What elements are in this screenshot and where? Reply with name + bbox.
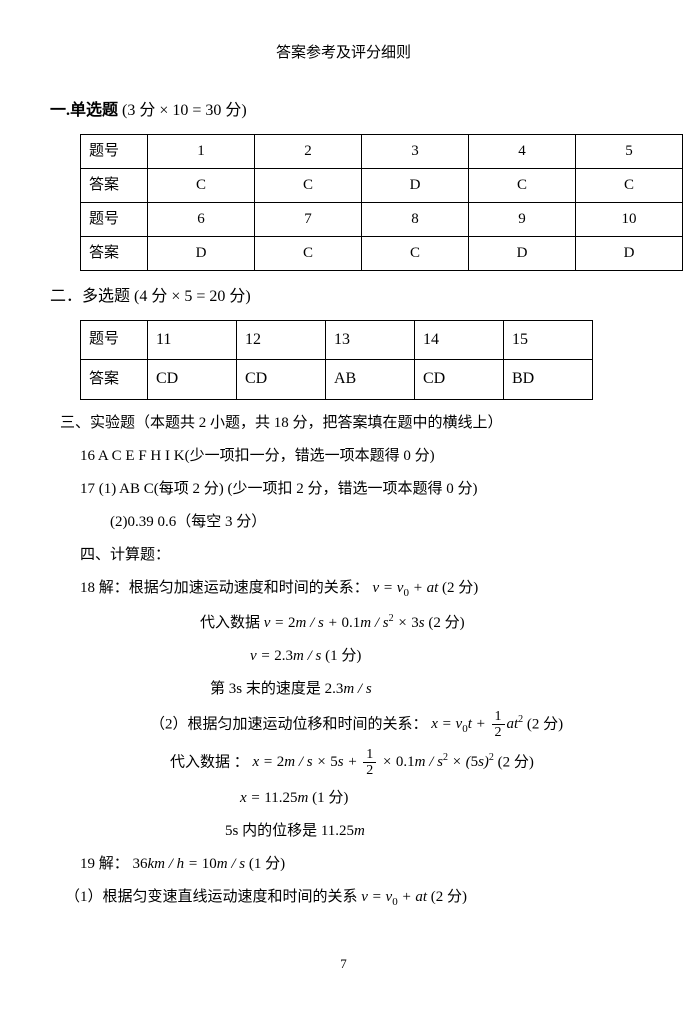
q19b-score: (2 分)	[431, 889, 467, 905]
eq-v-v0-at: v = v0 + at	[373, 580, 439, 596]
cell: AB	[326, 360, 415, 400]
cell: 11	[148, 320, 237, 360]
cell: 9	[469, 202, 576, 236]
q18-line1: 18 解：根据匀加速运动速度和时间的关系： v = v0 + at (2 分)	[80, 575, 637, 604]
eq-x-formula: x = v0t + 12at2	[431, 716, 523, 732]
eq-v-sub: v = 2m / s + 0.1m / s2 × 3s	[264, 615, 425, 631]
page-number: 7	[50, 952, 637, 975]
q18f: 代入数据 ：	[170, 754, 249, 770]
row-label: 答案	[81, 360, 148, 400]
cell: 15	[504, 320, 593, 360]
eq-x-result: x = 11.25m	[240, 790, 308, 806]
row-label: 题号	[81, 202, 148, 236]
eq-v-result: v = 2.3m / s	[250, 648, 321, 664]
cell: 1	[148, 134, 255, 168]
q19a-score: (1 分)	[249, 856, 285, 872]
q18d: 第 3s 末的速度是	[210, 681, 321, 697]
cell: D	[148, 236, 255, 270]
table-row: 答案 CD CD AB CD BD	[81, 360, 593, 400]
row-label: 答案	[81, 236, 148, 270]
cell: CD	[148, 360, 237, 400]
table-single-choice: 题号 1 2 3 4 5 答案 C C D C C 题号 6 7 8 9 10 …	[80, 134, 683, 271]
cell: C	[576, 168, 683, 202]
q18e-score: (2 分)	[527, 716, 563, 732]
q18-line7: x = 11.25m (1 分)	[240, 785, 637, 812]
sec1-heading-bold: 一.单选题	[50, 102, 118, 119]
sec2-heading: 二．多选题 (4 分 × 5 = 20 分)	[50, 283, 637, 312]
q18h: 5s 内的位移是	[225, 823, 317, 839]
q18-line3: v = 2.3m / s (1 分)	[250, 643, 637, 670]
cell: 4	[469, 134, 576, 168]
table-row: 答案 C C D C C	[81, 168, 683, 202]
cell: 2	[255, 134, 362, 168]
q17a: 17 (1) AB C(每项 2 分) (少一项扣 2 分，错选一项本题得 0 …	[80, 476, 637, 503]
q19a: 19 解：	[80, 856, 129, 872]
row-label: 题号	[81, 320, 148, 360]
table-row: 题号 6 7 8 9 10	[81, 202, 683, 236]
q18b-score: (2 分)	[428, 615, 464, 631]
table-row: 题号 11 12 13 14 15	[81, 320, 593, 360]
cell: 13	[326, 320, 415, 360]
eq-x-sub: x = 2m / s × 5s + 12 × 0.1m / s2 × (5s)2	[253, 754, 494, 770]
eq-1125m: 11.25m	[321, 823, 365, 839]
eq-23ms: 2.3m / s	[325, 681, 372, 697]
cell: 6	[148, 202, 255, 236]
sec4-heading: 四、计算题：	[80, 542, 637, 569]
q18-line2: 代入数据 v = 2m / s + 0.1m / s2 × 3s (2 分)	[200, 610, 637, 637]
q18-line6: 代入数据 ： x = 2m / s × 5s + 12 × 0.1m / s2 …	[170, 747, 637, 779]
sec1-heading: 一.单选题 (3 分 × 10 = 30 分)	[50, 97, 637, 126]
cell: 8	[362, 202, 469, 236]
cell: 3	[362, 134, 469, 168]
cell: C	[255, 236, 362, 270]
cell: D	[362, 168, 469, 202]
table-row: 答案 D C C D D	[81, 236, 683, 270]
q18a-pre: 18 解：根据匀加速运动速度和时间的关系：	[80, 580, 369, 596]
q18e: （2）根据匀加速运动位移和时间的关系：	[150, 716, 428, 732]
q17b: (2)0.39 0.6（每空 3 分）	[110, 509, 637, 536]
cell: CD	[237, 360, 326, 400]
q19b: （1）根据匀变速直线运动速度和时间的关系	[65, 889, 358, 905]
cell: C	[148, 168, 255, 202]
cell: D	[576, 236, 683, 270]
q18-line8: 5s 内的位移是 11.25m	[225, 818, 637, 845]
cell: 14	[415, 320, 504, 360]
q19-line1: 19 解： 36km / h = 10m / s (1 分)	[80, 851, 637, 878]
cell: 10	[576, 202, 683, 236]
cell: 5	[576, 134, 683, 168]
table-row: 题号 1 2 3 4 5	[81, 134, 683, 168]
cell: C	[255, 168, 362, 202]
q18c-score: (1 分)	[325, 648, 361, 664]
sec3-heading: 三、实验题（本题共 2 小题，共 18 分，把答案填在题中的横线上）	[60, 410, 637, 437]
doc-title: 答案参考及评分细则	[50, 40, 637, 67]
cell: C	[469, 168, 576, 202]
table-multi-choice: 题号 11 12 13 14 15 答案 CD CD AB CD BD	[80, 320, 593, 401]
row-label: 题号	[81, 134, 148, 168]
q16: 16 A C E F H I K(少一项扣一分，错选一项本题得 0 分)	[80, 443, 637, 470]
q18-line5: （2）根据匀加速运动位移和时间的关系： x = v0t + 12at2 (2 分…	[150, 709, 637, 741]
cell: C	[362, 236, 469, 270]
sec1-heading-rest: (3 分 × 10 = 30 分)	[118, 102, 247, 119]
q18b-pre: 代入数据	[200, 615, 260, 631]
cell: BD	[504, 360, 593, 400]
q18f-score: (2 分)	[498, 754, 534, 770]
q18g-score: (1 分)	[312, 790, 348, 806]
cell: D	[469, 236, 576, 270]
q18a-score: (2 分)	[442, 580, 478, 596]
cell: 7	[255, 202, 362, 236]
q19-line2: （1）根据匀变速直线运动速度和时间的关系 v = v0 + at (2 分)	[65, 884, 637, 913]
eq-v-v0-at-2: v = v0 + at	[361, 889, 427, 905]
cell: CD	[415, 360, 504, 400]
eq-36kmh: 36km / h = 10m / s	[133, 856, 246, 872]
row-label: 答案	[81, 168, 148, 202]
cell: 12	[237, 320, 326, 360]
q18-line4: 第 3s 末的速度是 2.3m / s	[210, 676, 637, 703]
